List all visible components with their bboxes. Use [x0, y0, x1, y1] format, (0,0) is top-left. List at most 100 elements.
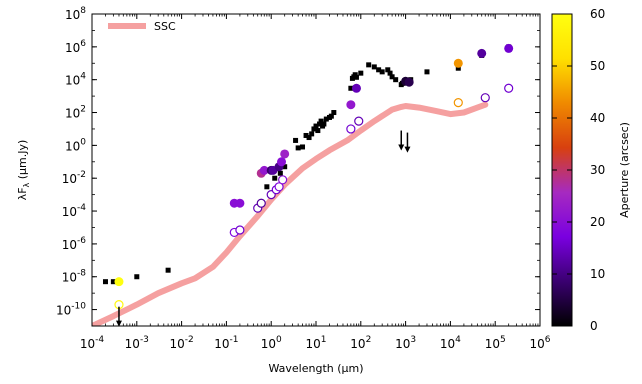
- host-subtracted-point: [453, 98, 463, 108]
- legend: SSC: [108, 20, 176, 33]
- x-tick: 104: [440, 14, 461, 351]
- photometry-point: [376, 67, 382, 73]
- photometry-point: [328, 113, 334, 119]
- svg-text:10-4: 10-4: [80, 335, 105, 351]
- photometry-point: [300, 144, 306, 150]
- aperture-point: [477, 48, 487, 58]
- svg-text:40: 40: [590, 111, 605, 125]
- y-tick: 10-8: [62, 269, 540, 285]
- photometry-point: [371, 64, 377, 70]
- photometry-point: [358, 70, 364, 76]
- x-tick: 10-1: [214, 14, 239, 351]
- photometry-point: [303, 132, 309, 138]
- x-tick: 10-4: [80, 14, 105, 351]
- svg-text:102: 102: [65, 105, 86, 121]
- x-tick: 10-3: [125, 14, 149, 351]
- svg-text:10-8: 10-8: [62, 269, 87, 285]
- ssc-model-curve: [92, 101, 489, 326]
- photometry-point: [353, 74, 359, 80]
- photometry-point: [321, 121, 327, 127]
- svg-text:100: 100: [261, 335, 282, 351]
- x-tick: 106: [529, 14, 551, 351]
- svg-text:60: 60: [590, 7, 605, 21]
- photometry-point: [295, 145, 301, 151]
- y-tick: 10-6: [62, 236, 540, 252]
- photometry-point: [348, 85, 354, 91]
- y-axis-label: λFλ (μm.Jy): [16, 140, 31, 201]
- x-axis-label: Wavelength (μm): [268, 362, 363, 375]
- host-subtracted-point: [256, 198, 266, 208]
- colorbar-tick: 20: [552, 215, 605, 229]
- photometry-point: [293, 137, 299, 143]
- svg-text:103: 103: [395, 335, 416, 351]
- photometry-point: [318, 118, 324, 124]
- aperture-point: [277, 157, 287, 167]
- svg-text:10-1: 10-1: [214, 335, 238, 351]
- aperture-point: [346, 100, 356, 110]
- host-subtracted-point: [278, 175, 288, 185]
- colorbar-tick: 10: [552, 267, 605, 281]
- x-tick: 105: [485, 14, 506, 351]
- host-subtracted-point: [504, 83, 514, 93]
- svg-text:108: 108: [65, 6, 86, 22]
- photometry-point: [424, 69, 430, 75]
- aperture-point: [114, 277, 124, 287]
- host-subtracted-point: [346, 124, 356, 134]
- svg-text:106: 106: [529, 335, 550, 351]
- aperture-point: [504, 43, 514, 53]
- upper-limit-arrow: [115, 306, 122, 326]
- photometry-point: [385, 67, 391, 73]
- svg-text:106: 106: [65, 39, 86, 55]
- photometry-point: [387, 70, 393, 76]
- svg-text:10-4: 10-4: [62, 203, 87, 219]
- photometry-point: [102, 279, 108, 285]
- svg-text:104: 104: [440, 335, 461, 351]
- x-tick: 102: [350, 14, 371, 351]
- svg-text:10-6: 10-6: [62, 236, 87, 252]
- svg-text:0: 0: [590, 319, 598, 333]
- svg-text:30: 30: [590, 163, 605, 177]
- colorbar-label: Aperture (arcsec): [618, 122, 631, 218]
- photometry-point: [165, 267, 171, 273]
- svg-text:10-10: 10-10: [56, 302, 86, 318]
- svg-text:100: 100: [65, 137, 86, 153]
- photometry-point: [323, 116, 329, 122]
- svg-text:50: 50: [590, 59, 605, 73]
- photometry-point: [379, 69, 385, 75]
- photometry-point: [309, 131, 315, 137]
- photometry-point: [277, 170, 283, 176]
- photometry-point: [313, 123, 319, 129]
- photometry-point: [366, 62, 372, 68]
- photometry-point: [110, 279, 116, 285]
- photometry-point: [331, 110, 337, 116]
- aperture-point: [235, 198, 245, 208]
- colorbar-tick: 0: [552, 319, 598, 333]
- svg-text:104: 104: [65, 72, 86, 88]
- x-tick: 101: [305, 14, 327, 351]
- svg-text:10-3: 10-3: [125, 335, 149, 351]
- host-subtracted-point: [235, 225, 245, 235]
- photometry-point: [264, 184, 270, 190]
- svg-text:10-2: 10-2: [62, 170, 86, 186]
- upper-limit-arrow: [404, 132, 411, 153]
- svg-text:20: 20: [590, 215, 605, 229]
- photometry-point: [393, 77, 399, 83]
- y-tick: 104: [65, 72, 540, 88]
- svg-text:10: 10: [590, 267, 605, 281]
- photometry-point: [311, 126, 317, 132]
- host-subtracted-point: [354, 116, 364, 126]
- y-tick: 108: [65, 6, 540, 22]
- photometry-point: [389, 74, 395, 80]
- aperture-point: [351, 83, 361, 93]
- y-axis-label-sub: λ: [22, 182, 31, 187]
- upper-limit-arrow: [398, 130, 405, 151]
- x-tick: 103: [395, 14, 416, 351]
- photometry-point: [455, 65, 461, 71]
- photometry-point: [134, 274, 140, 280]
- y-tick: 10-4: [62, 203, 540, 219]
- plot-frame: [91, 13, 541, 327]
- y-tick: 106: [65, 39, 540, 55]
- host-subtracted-point: [274, 182, 284, 192]
